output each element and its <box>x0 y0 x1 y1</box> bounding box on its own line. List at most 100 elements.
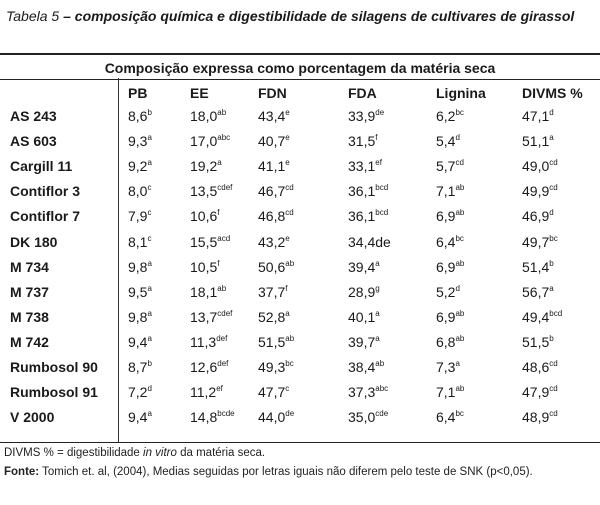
cell-value: 49,4 <box>522 308 550 325</box>
footnote-divms-suffix: da matéria seca. <box>176 447 266 459</box>
cell-value: 14,8 <box>190 409 218 426</box>
subtitle-rule <box>0 79 600 80</box>
cell-ee: 13,5cdef <box>190 180 232 202</box>
cell-fdn: 41,1e <box>258 155 290 177</box>
cell-value: 39,7 <box>348 333 376 350</box>
cell-ee: 18,1ab <box>190 281 226 303</box>
significance-letters: f <box>285 283 288 293</box>
cell-lignina: 7,1ab <box>436 180 464 202</box>
cell-value: 47,1 <box>522 108 550 124</box>
cultivar-name: Contiflor 7 <box>10 208 80 225</box>
significance-letters: def <box>216 333 228 343</box>
cell-value: 44,0 <box>258 409 286 426</box>
cell-value: 49,7 <box>522 233 550 250</box>
caption-dash: – <box>59 8 75 24</box>
cell-pb: 8,7b <box>128 356 152 378</box>
cell-fda: 33,9de <box>348 105 384 127</box>
significance-letters: bcd <box>549 308 563 318</box>
cell-value: 43,4 <box>258 108 286 124</box>
significance-letters: e <box>285 158 290 168</box>
significance-letters: d <box>147 384 152 394</box>
cell-value: 9,4 <box>128 333 148 350</box>
significance-letters: bc <box>285 359 294 368</box>
cell-pb: 7,9c <box>128 205 151 227</box>
cell-value: 51,1 <box>522 133 550 150</box>
footnote-divms-prefix: DIVMS % = digestibilidade <box>4 447 144 459</box>
cell-value: 17,0 <box>190 133 218 150</box>
significance-letters: a <box>147 158 152 168</box>
cell-value: 40,1 <box>348 308 376 325</box>
cell-ee: 19,2a <box>190 155 222 177</box>
table-row: AS 243 8,6b 18,0ab 43,4e 33,9de 6,2bc 47,1d <box>0 105 600 127</box>
caption-label: Tabela 5 <box>6 8 60 24</box>
cell-divms: 51,1a <box>522 130 554 152</box>
cell-value: 51,4 <box>522 258 550 275</box>
significance-letters: ab <box>217 283 227 293</box>
cell-divms: 46,9d <box>522 205 554 227</box>
cell-value: 5,7 <box>436 158 456 175</box>
cell-fdn: 46,7cd <box>258 180 294 202</box>
significance-letters: a <box>549 283 554 293</box>
significance-letters: bcd <box>375 208 389 218</box>
cell-fda: 35,0cde <box>348 406 388 428</box>
significance-letters: d <box>455 133 460 143</box>
cell-fdn: 43,4e <box>258 105 290 127</box>
cell-value: 5,2 <box>436 283 456 300</box>
cell-lignina: 6,4bc <box>436 231 464 253</box>
cell-value: 33,1 <box>348 158 376 175</box>
significance-letters: a <box>549 133 554 143</box>
cell-fdn: 47,7c <box>258 381 289 403</box>
significance-letters: c <box>147 233 152 243</box>
cell-value: 34,4de <box>348 233 391 250</box>
cell-fda: 28,9g <box>348 281 380 303</box>
cell-value: 7,1 <box>436 183 456 200</box>
bottom-rule <box>0 442 600 443</box>
significance-letters: c <box>285 384 290 394</box>
significance-letters: ef <box>375 158 382 168</box>
cell-pb: 9,4a <box>128 331 152 353</box>
cell-fdn: 49,3bc <box>258 356 294 378</box>
cell-fda: 37,3abc <box>348 381 388 403</box>
significance-letters: e <box>285 108 290 117</box>
table-row: M 734 9,8a 10,5f 50,6ab 39,4a 6,9ab 51,4b <box>0 256 600 278</box>
cell-value: 5,4 <box>436 133 456 150</box>
cell-value: 28,9 <box>348 283 376 300</box>
significance-letters: cd <box>549 384 558 394</box>
cell-value: 47,7 <box>258 384 286 401</box>
cell-value: 7,2 <box>128 384 148 401</box>
cell-ee: 13,7cdef <box>190 306 232 328</box>
significance-letters: abc <box>217 133 231 143</box>
significance-letters: de <box>375 108 385 117</box>
significance-letters: a <box>217 158 222 168</box>
significance-letters: de <box>285 409 295 419</box>
cell-value: 8,6 <box>128 108 148 124</box>
cell-value: 49,3 <box>258 359 286 375</box>
cell-fdn: 37,7f <box>258 281 287 303</box>
cell-fda: 39,7a <box>348 331 380 353</box>
cell-value: 46,9 <box>522 208 550 225</box>
header-ee: EE <box>190 85 209 101</box>
significance-letters: ab <box>455 258 465 268</box>
cell-ee: 11,2ef <box>190 381 223 403</box>
cell-value: 9,4 <box>128 409 148 426</box>
significance-letters: g <box>375 283 380 293</box>
cell-value: 6,9 <box>436 208 456 225</box>
cell-value: 12,6 <box>190 359 218 375</box>
significance-letters: b <box>549 258 554 268</box>
cell-fda: 36,1bcd <box>348 180 388 202</box>
header-fda: FDA <box>348 85 377 101</box>
footnote-source-text: Tomich et. al, (2004), Medias seguidas p… <box>39 466 533 478</box>
significance-letters: f <box>217 208 220 218</box>
footnote-divms-italic: in vitro <box>143 447 177 459</box>
cell-pb: 9,2a <box>128 155 152 177</box>
significance-letters: d <box>549 108 554 117</box>
significance-letters: e <box>285 133 290 143</box>
cell-lignina: 5,4d <box>436 130 460 152</box>
significance-letters: a <box>147 308 152 318</box>
cell-pb: 9,3a <box>128 130 152 152</box>
cell-value: 43,2 <box>258 233 286 250</box>
table-row: V 2000 9,4a 14,8bcde 44,0de 35,0cde 6,4bc 48,9… <box>0 406 600 428</box>
cell-fda: 39,4a <box>348 256 380 278</box>
cell-pb: 8,0c <box>128 180 151 202</box>
significance-letters: c <box>147 208 152 218</box>
